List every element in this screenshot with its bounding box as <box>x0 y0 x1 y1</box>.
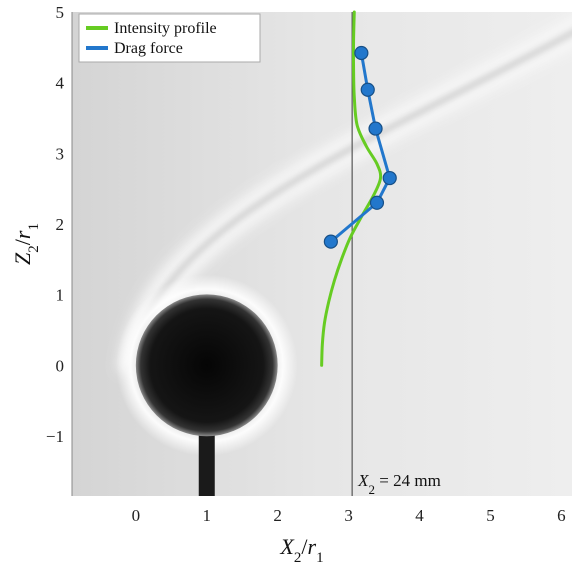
drag-force-point <box>360 82 375 97</box>
svg-text:X2/r1: X2/r1 <box>279 534 323 566</box>
series-layer <box>320 10 397 367</box>
sphere <box>135 294 278 437</box>
y-tick-label: 0 <box>56 356 65 375</box>
x-tick-label: 2 <box>273 506 282 525</box>
svg-text:Z2/r1: Z2/r1 <box>10 223 42 265</box>
legend-label: Drag force <box>114 40 183 57</box>
y-tick-label: 2 <box>56 215 65 234</box>
drag-force-point <box>382 170 397 186</box>
x-tick-label: 5 <box>486 506 495 525</box>
y-tick-label: 4 <box>56 74 65 93</box>
y-tick-label: 3 <box>56 144 65 163</box>
x-axis-label: X2/r1 <box>279 534 323 566</box>
legend-label: Intensity profile <box>114 20 217 37</box>
x-tick-label: 1 <box>203 506 212 525</box>
legend-box <box>78 13 261 63</box>
series-line-1 <box>320 10 383 367</box>
drag-force-point <box>368 121 383 136</box>
schlieren-image <box>72 12 572 496</box>
x-tick-labels: 0 1 2 3 4 5 6 <box>132 506 566 525</box>
x-tick-label: 6 <box>557 506 566 525</box>
x-tick-label: 4 <box>415 506 424 525</box>
legend: Intensity profile Drag force <box>78 13 261 63</box>
y-tick-label: −1 <box>46 427 64 446</box>
drag-force-point <box>323 234 338 249</box>
drag-force-point <box>354 45 369 61</box>
y-tick-label: 1 <box>56 286 65 305</box>
y-tick-labels: −1 0 1 2 3 4 5 <box>46 3 65 446</box>
x-tick-label: 0 <box>132 506 141 525</box>
sphere-stem <box>198 426 215 496</box>
y-axis-label: Z2/r1 <box>10 223 42 265</box>
x-position-annotation: X2 = 24 mm <box>357 471 441 497</box>
x-tick-label: 3 <box>344 506 353 525</box>
svg-text:X2 = 24 mm: X2 = 24 mm <box>357 471 441 497</box>
drag-force-point <box>369 195 385 210</box>
y-tick-label: 5 <box>56 3 65 22</box>
